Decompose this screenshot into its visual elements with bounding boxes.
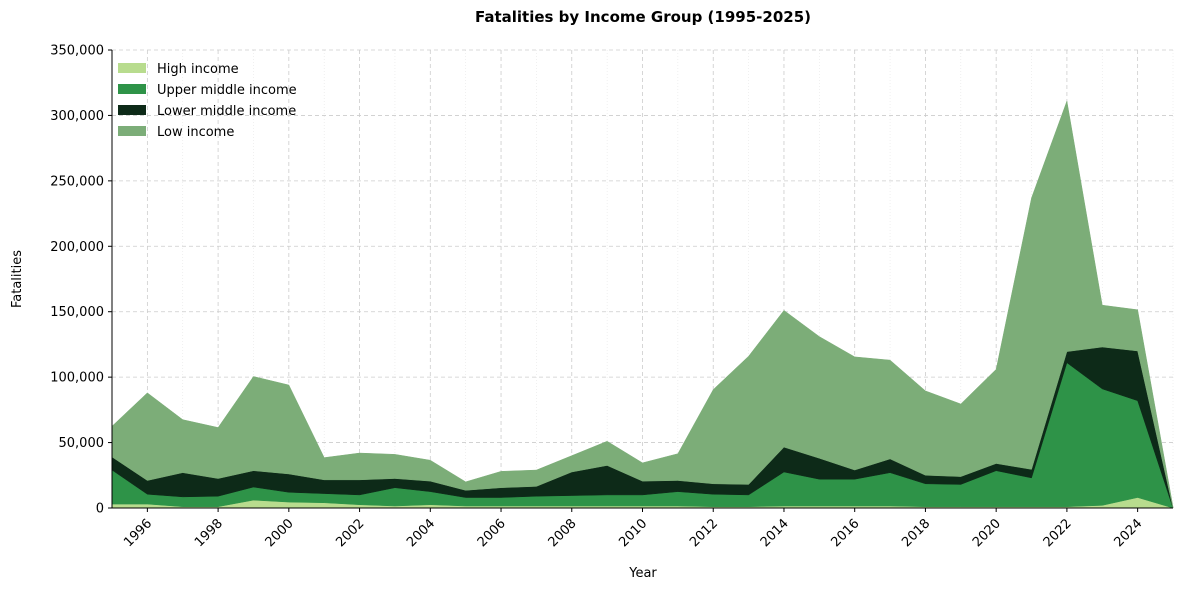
legend-swatch-upper-middle-income	[118, 84, 146, 94]
x-tick-label: 1996	[121, 516, 155, 550]
x-tick-label: 2010	[616, 516, 650, 550]
y-tick-label: 250,000	[50, 174, 104, 189]
x-tick-label: 2012	[687, 516, 721, 550]
y-axis-ticks: 0 50,000 100,000 150,000 200,000 250,000 300,0…	[50, 44, 112, 517]
x-axis-ticks: 1996 1998 2000 2002 2004 2006 2008 2010 2012 2014…	[121, 508, 1145, 550]
x-tick-label: 2018	[899, 516, 933, 550]
legend-label-high-income: High income	[157, 62, 239, 77]
x-tick-label: 2016	[829, 516, 863, 550]
x-tick-label: 2006	[475, 516, 509, 550]
legend-label-low-income: Low income	[157, 125, 234, 140]
x-tick-label: 1998	[192, 516, 226, 550]
x-tick-label: 2002	[333, 516, 367, 550]
x-tick-label: 2024	[1111, 516, 1145, 550]
legend-swatch-lower-middle-income	[118, 105, 146, 115]
y-tick-label: 50,000	[59, 436, 105, 451]
x-tick-label: 2020	[970, 516, 1004, 550]
y-tick-label: 200,000	[50, 240, 104, 255]
y-axis-label: Fatalities	[10, 250, 25, 308]
legend-label-lower-middle-income: Lower middle income	[157, 104, 296, 119]
y-tick-label: 100,000	[50, 371, 104, 386]
chart-title: Fatalities by Income Group (1995-2025)	[475, 8, 811, 26]
legend: High income Upper middle income Lower midd…	[118, 62, 297, 140]
legend-swatch-high-income	[118, 63, 146, 73]
y-tick-label: 0	[96, 502, 104, 517]
x-axis-label: Year	[628, 566, 657, 581]
legend-swatch-low-income	[118, 126, 146, 136]
x-tick-label: 2022	[1041, 516, 1075, 550]
x-tick-label: 2008	[546, 516, 580, 550]
x-tick-label: 2004	[404, 516, 438, 550]
y-tick-label: 300,000	[50, 109, 104, 124]
legend-label-upper-middle-income: Upper middle income	[157, 83, 297, 98]
y-tick-label: 350,000	[50, 44, 104, 59]
y-tick-label: 150,000	[50, 305, 104, 320]
x-tick-label: 2014	[758, 516, 792, 550]
x-tick-label: 2000	[263, 516, 297, 550]
